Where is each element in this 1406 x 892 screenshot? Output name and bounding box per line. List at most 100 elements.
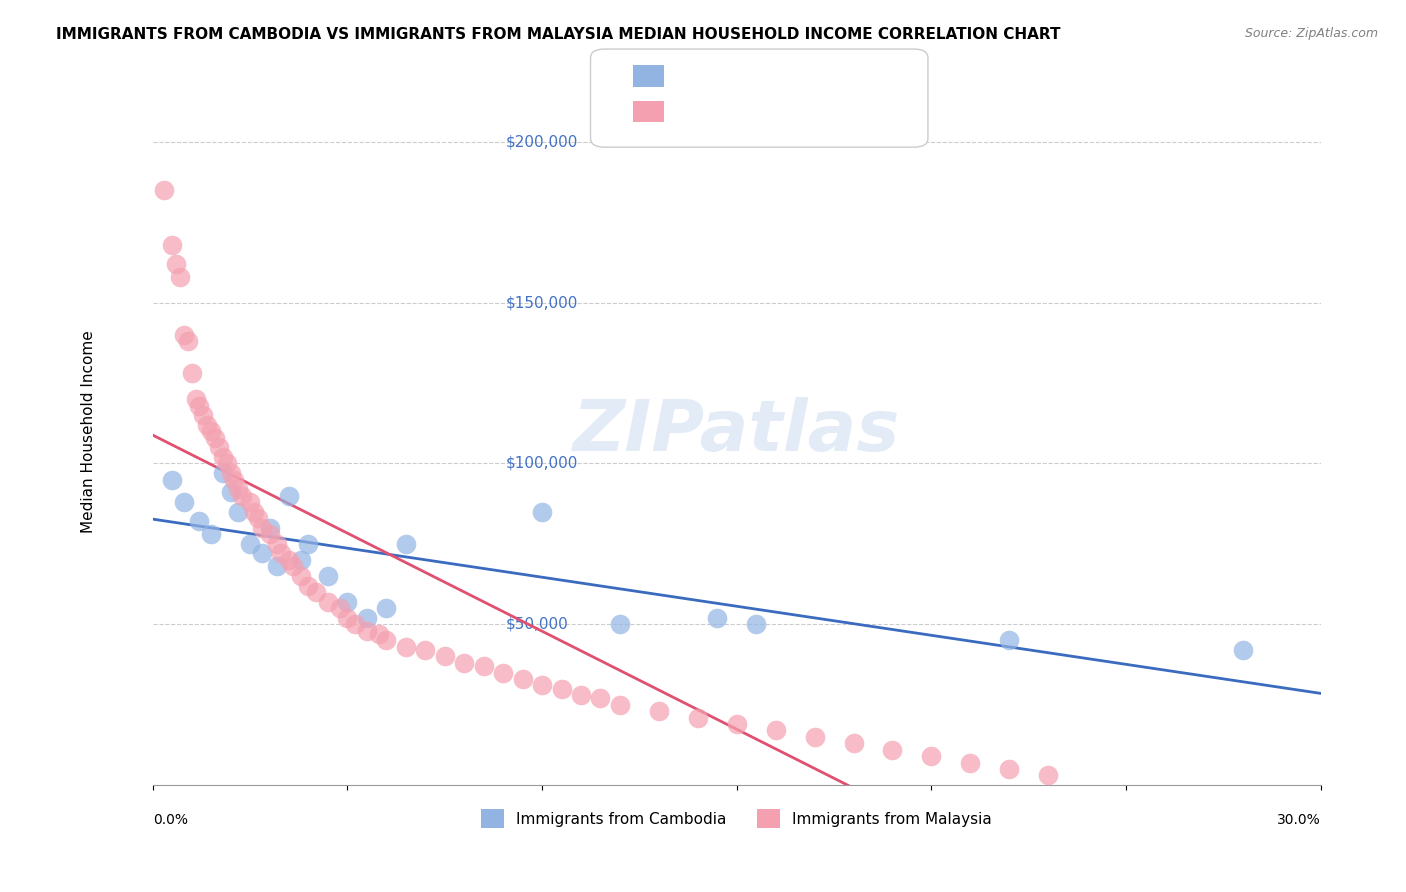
Point — [512, 672, 534, 686]
Point — [278, 489, 301, 503]
Point — [531, 505, 554, 519]
Point — [204, 431, 226, 445]
Point — [160, 473, 183, 487]
Point — [395, 537, 418, 551]
Point — [211, 450, 233, 464]
Point — [266, 537, 288, 551]
Point — [243, 505, 266, 519]
Point — [998, 633, 1021, 648]
Text: $150,000: $150,000 — [506, 295, 578, 310]
Point — [239, 495, 262, 509]
Text: R = -0.449   N = 62: R = -0.449 N = 62 — [672, 104, 823, 119]
Point — [250, 521, 273, 535]
Point — [367, 627, 389, 641]
Point — [609, 698, 631, 712]
Point — [215, 457, 238, 471]
Point — [208, 441, 231, 455]
Point — [270, 547, 292, 561]
Point — [706, 611, 728, 625]
Point — [725, 717, 748, 731]
Point — [305, 585, 328, 599]
Point — [188, 514, 211, 528]
Point — [250, 547, 273, 561]
Point — [169, 269, 191, 284]
Text: 0.0%: 0.0% — [153, 814, 188, 828]
Point — [550, 681, 572, 696]
Point — [193, 408, 215, 422]
Text: IMMIGRANTS FROM CAMBODIA VS IMMIGRANTS FROM MALAYSIA MEDIAN HOUSEHOLD INCOME COR: IMMIGRANTS FROM CAMBODIA VS IMMIGRANTS F… — [56, 27, 1060, 42]
Point — [200, 424, 222, 438]
Point — [188, 399, 211, 413]
Point — [297, 537, 319, 551]
Point — [297, 579, 319, 593]
Point — [375, 633, 398, 648]
Point — [648, 704, 671, 718]
Point — [344, 617, 367, 632]
Point — [259, 521, 281, 535]
Point — [492, 665, 515, 680]
Point — [184, 392, 207, 406]
Point — [803, 730, 825, 744]
Text: Median Household Income: Median Household Income — [82, 330, 96, 533]
Point — [228, 482, 250, 496]
Point — [259, 527, 281, 541]
Point — [224, 473, 246, 487]
Point — [920, 749, 942, 764]
Point — [231, 489, 253, 503]
Point — [998, 762, 1021, 776]
Point — [686, 710, 709, 724]
Point — [266, 559, 288, 574]
Point — [842, 736, 865, 750]
Text: 30.0%: 30.0% — [1277, 814, 1320, 828]
Point — [200, 527, 222, 541]
Point — [609, 617, 631, 632]
Point — [356, 611, 378, 625]
Text: Source: ZipAtlas.com: Source: ZipAtlas.com — [1244, 27, 1378, 40]
Point — [395, 640, 418, 654]
Point — [180, 367, 202, 381]
Legend: Immigrants from Cambodia, Immigrants from Malaysia: Immigrants from Cambodia, Immigrants fro… — [475, 803, 998, 834]
Point — [765, 723, 787, 738]
Point — [173, 495, 195, 509]
Point — [569, 688, 592, 702]
Point — [290, 569, 312, 583]
Text: $100,000: $100,000 — [506, 456, 578, 471]
Point — [219, 485, 242, 500]
Point — [356, 624, 378, 638]
Point — [531, 678, 554, 692]
Point — [329, 601, 352, 615]
Point — [1232, 643, 1254, 657]
Point — [228, 505, 250, 519]
Text: R =  0.250   N = 25: R = 0.250 N = 25 — [672, 69, 821, 83]
Point — [173, 327, 195, 342]
Point — [959, 756, 981, 770]
Point — [219, 466, 242, 480]
Point — [153, 183, 176, 197]
Point — [745, 617, 768, 632]
Point — [316, 595, 339, 609]
Point — [589, 691, 612, 706]
Point — [246, 511, 269, 525]
Point — [290, 553, 312, 567]
Point — [177, 334, 200, 349]
Point — [453, 656, 475, 670]
Point — [278, 553, 301, 567]
Text: ZIPatlas: ZIPatlas — [574, 397, 900, 466]
Point — [281, 559, 304, 574]
Point — [336, 595, 359, 609]
Text: $50,000: $50,000 — [506, 616, 568, 632]
Point — [239, 537, 262, 551]
Text: $200,000: $200,000 — [506, 135, 578, 149]
Point — [165, 257, 187, 271]
Point — [211, 466, 233, 480]
Point — [882, 742, 904, 756]
Point — [375, 601, 398, 615]
Point — [472, 659, 495, 673]
Point — [316, 569, 339, 583]
Point — [1038, 768, 1060, 782]
Point — [433, 649, 456, 664]
Point — [160, 237, 183, 252]
Point — [336, 611, 359, 625]
Point — [413, 643, 436, 657]
Point — [195, 417, 218, 432]
